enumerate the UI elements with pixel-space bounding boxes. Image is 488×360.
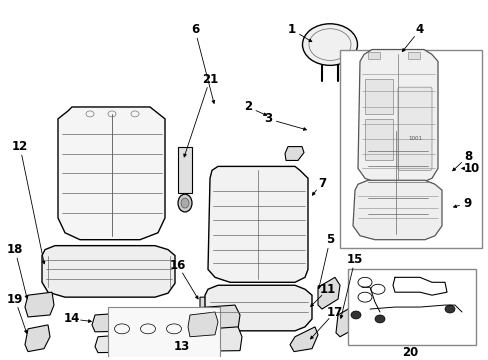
Text: 20: 20 (401, 346, 417, 359)
Polygon shape (346, 150, 363, 166)
Bar (364, 119, 392, 161)
Polygon shape (178, 147, 192, 193)
Polygon shape (42, 246, 175, 297)
Polygon shape (187, 312, 218, 337)
Ellipse shape (178, 194, 192, 212)
Polygon shape (431, 166, 449, 186)
Bar (339, 50, 481, 248)
Polygon shape (207, 166, 307, 282)
Text: 21: 21 (202, 73, 218, 86)
Text: 10: 10 (463, 162, 479, 175)
Text: 5: 5 (325, 233, 333, 246)
Polygon shape (361, 127, 431, 236)
Polygon shape (431, 196, 449, 216)
Polygon shape (357, 50, 437, 183)
Bar (367, 51, 379, 59)
Text: 9: 9 (463, 197, 471, 210)
Text: 3: 3 (264, 112, 271, 125)
Polygon shape (335, 305, 359, 337)
Text: 11: 11 (319, 283, 335, 296)
Bar (364, 79, 392, 114)
Polygon shape (25, 292, 54, 317)
Ellipse shape (444, 305, 454, 313)
Polygon shape (92, 305, 240, 332)
Polygon shape (352, 180, 441, 240)
Text: 4: 4 (415, 23, 423, 36)
Text: 19: 19 (7, 293, 23, 306)
Bar (347, 269, 475, 345)
Bar (407, 51, 419, 59)
Text: 17: 17 (326, 306, 343, 319)
Text: 13: 13 (174, 340, 190, 353)
Text: 1001: 1001 (407, 136, 421, 141)
Bar (108, 307, 220, 360)
Polygon shape (95, 327, 242, 352)
FancyBboxPatch shape (397, 87, 431, 170)
Ellipse shape (302, 24, 357, 66)
Bar (374, 132, 384, 140)
Bar (392, 132, 402, 140)
Polygon shape (200, 297, 227, 313)
Text: 18: 18 (7, 243, 23, 256)
Text: 16: 16 (169, 259, 186, 272)
Polygon shape (204, 285, 311, 331)
Text: 12: 12 (12, 140, 28, 153)
Text: 8: 8 (463, 150, 471, 163)
Polygon shape (289, 327, 317, 352)
Polygon shape (25, 325, 50, 352)
Text: 7: 7 (317, 177, 325, 190)
Ellipse shape (374, 315, 384, 323)
Ellipse shape (350, 311, 360, 319)
Polygon shape (58, 107, 164, 240)
Polygon shape (285, 147, 304, 161)
Polygon shape (317, 277, 339, 309)
Text: 14: 14 (63, 312, 80, 325)
Text: 2: 2 (244, 100, 251, 113)
Text: 6: 6 (190, 23, 199, 36)
Ellipse shape (181, 198, 189, 208)
Text: 1: 1 (287, 23, 295, 36)
Bar (410, 132, 420, 140)
Text: 15: 15 (346, 253, 363, 266)
